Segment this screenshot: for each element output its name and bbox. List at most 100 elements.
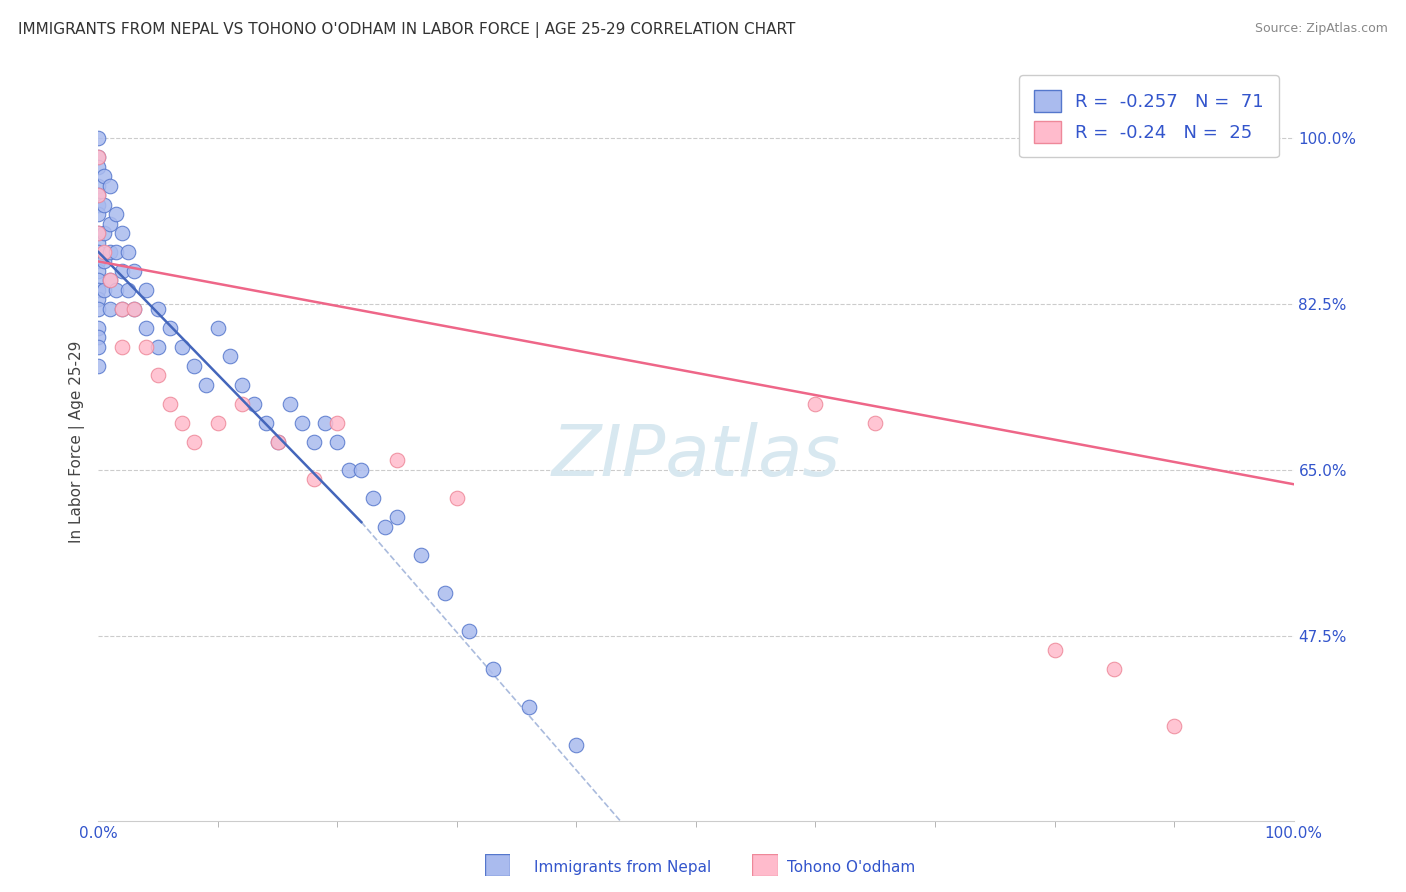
Point (411, 548, 433, 563)
Point (159, 321, 181, 335)
Point (87, 293, 110, 307)
Point (254, 416, 277, 430)
Point (105, 207, 128, 221)
Point (111, 301, 134, 316)
Point (135, 340, 157, 354)
Point (302, 473, 325, 487)
Point (267, 434, 290, 449)
Point (219, 349, 242, 363)
Point (111, 301, 134, 316)
Point (302, 434, 325, 449)
Point (517, 700, 540, 714)
Point (231, 397, 253, 411)
Point (87, 359, 110, 373)
Point (804, 397, 827, 411)
Point (93, 197, 115, 211)
Point (183, 434, 205, 449)
Point (183, 359, 205, 373)
Point (87, 131, 110, 145)
Point (339, 463, 361, 477)
Text: ZIPatlas: ZIPatlas (551, 422, 841, 491)
Legend: R =  -0.257   N =  71, R =  -0.24   N =  25: R = -0.257 N = 71, R = -0.24 N = 25 (1019, 75, 1278, 157)
Point (124, 301, 146, 316)
Point (159, 397, 181, 411)
Point (87, 245, 110, 260)
Point (446, 491, 468, 506)
Point (87, 160, 110, 174)
Point (87, 188, 110, 202)
Point (87, 330, 110, 344)
Point (87, 150, 110, 164)
Point (117, 245, 139, 260)
Point (1163, 719, 1185, 733)
Point (231, 377, 253, 392)
Point (111, 226, 134, 240)
Text: Immigrants from Nepal: Immigrants from Nepal (534, 860, 711, 874)
Point (374, 520, 396, 534)
Point (98, 178, 122, 193)
Point (565, 738, 588, 752)
Point (385, 510, 409, 524)
Point (278, 397, 301, 411)
Point (865, 416, 887, 430)
Point (363, 491, 385, 506)
Point (315, 416, 337, 430)
Point (207, 321, 229, 335)
Point (135, 321, 157, 335)
Point (291, 416, 314, 430)
Point (98, 245, 122, 260)
Point (87, 254, 110, 268)
Point (87, 235, 110, 250)
Point (243, 397, 266, 411)
Point (87, 226, 110, 240)
Point (458, 624, 481, 639)
Point (105, 283, 128, 297)
Point (207, 416, 229, 430)
Text: Tohono O'odham: Tohono O'odham (787, 860, 915, 874)
Y-axis label: In Labor Force | Age 25-29: In Labor Force | Age 25-29 (69, 341, 84, 542)
Point (481, 662, 505, 676)
Point (87, 207, 110, 221)
Point (326, 434, 349, 449)
Point (148, 340, 170, 354)
Point (172, 340, 194, 354)
Point (87, 188, 110, 202)
Point (172, 416, 194, 430)
Point (135, 283, 157, 297)
Point (111, 340, 134, 354)
Point (1043, 643, 1066, 657)
Point (87, 273, 110, 287)
Point (93, 283, 115, 297)
Point (111, 264, 134, 278)
Point (98, 273, 122, 287)
Point (87, 226, 110, 240)
Point (124, 301, 146, 316)
Point (98, 273, 122, 287)
Point (93, 254, 115, 268)
Point (93, 169, 115, 184)
Point (350, 463, 373, 477)
Point (148, 301, 170, 316)
Point (148, 368, 170, 383)
Point (124, 264, 146, 278)
Point (267, 434, 290, 449)
Point (117, 283, 139, 297)
Point (434, 586, 457, 600)
Point (93, 226, 115, 240)
Point (87, 321, 110, 335)
Point (195, 377, 218, 392)
Point (87, 301, 110, 316)
Point (87, 178, 110, 193)
Point (98, 301, 122, 316)
Point (87, 340, 110, 354)
Point (105, 245, 128, 260)
Point (87, 150, 110, 164)
Point (87, 264, 110, 278)
Point (93, 245, 115, 260)
Point (1104, 662, 1126, 676)
Point (385, 453, 409, 467)
Text: Source: ZipAtlas.com: Source: ZipAtlas.com (1254, 22, 1388, 36)
Point (326, 416, 349, 430)
Point (87, 197, 110, 211)
Text: IMMIGRANTS FROM NEPAL VS TOHONO O'ODHAM IN LABOR FORCE | AGE 25-29 CORRELATION C: IMMIGRANTS FROM NEPAL VS TOHONO O'ODHAM … (18, 22, 796, 38)
